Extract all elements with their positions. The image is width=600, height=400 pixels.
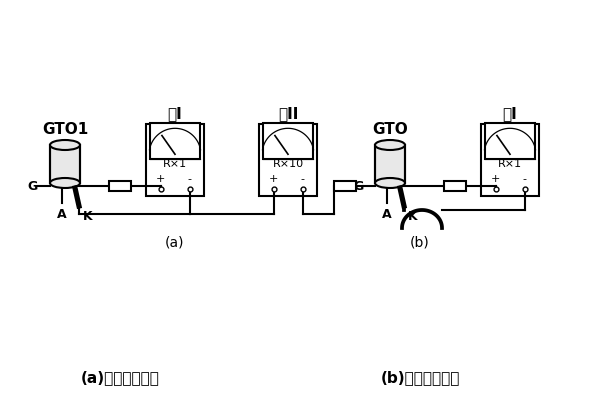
Bar xyxy=(146,124,204,196)
Bar xyxy=(485,122,535,158)
Text: +: + xyxy=(491,174,500,184)
Text: -: - xyxy=(187,174,191,184)
Text: 表I: 表I xyxy=(503,106,517,121)
Ellipse shape xyxy=(375,178,405,188)
Bar xyxy=(150,122,200,158)
Text: GTO1: GTO1 xyxy=(42,122,88,137)
Text: R×1: R×1 xyxy=(498,158,522,169)
Bar xyxy=(444,181,466,191)
Text: (a)检查触发能力: (a)检查触发能力 xyxy=(80,370,160,386)
Text: R×1: R×1 xyxy=(163,158,187,169)
Text: -: - xyxy=(301,174,305,184)
Text: K: K xyxy=(408,210,418,223)
Bar xyxy=(334,181,356,191)
Text: A: A xyxy=(382,208,392,221)
Text: R×10: R×10 xyxy=(272,158,304,169)
Text: K: K xyxy=(83,210,92,223)
Text: (a): (a) xyxy=(165,235,185,249)
Text: G: G xyxy=(28,180,38,192)
Text: 表I: 表I xyxy=(167,106,182,121)
Text: -: - xyxy=(523,174,527,184)
Bar xyxy=(375,145,405,183)
Text: (b)检查关断能力: (b)检查关断能力 xyxy=(380,370,460,386)
Ellipse shape xyxy=(50,140,80,150)
Text: +: + xyxy=(156,174,165,184)
Text: A: A xyxy=(57,208,67,221)
Text: +: + xyxy=(269,174,278,184)
Text: G: G xyxy=(353,180,363,192)
Bar xyxy=(481,124,539,196)
Bar xyxy=(263,122,313,158)
Text: 表II: 表II xyxy=(278,106,298,121)
Bar xyxy=(259,124,317,196)
Bar xyxy=(50,145,80,183)
Ellipse shape xyxy=(50,178,80,188)
Ellipse shape xyxy=(375,140,405,150)
Text: GTO: GTO xyxy=(372,122,408,137)
Text: (b): (b) xyxy=(410,235,430,249)
Bar xyxy=(109,181,131,191)
